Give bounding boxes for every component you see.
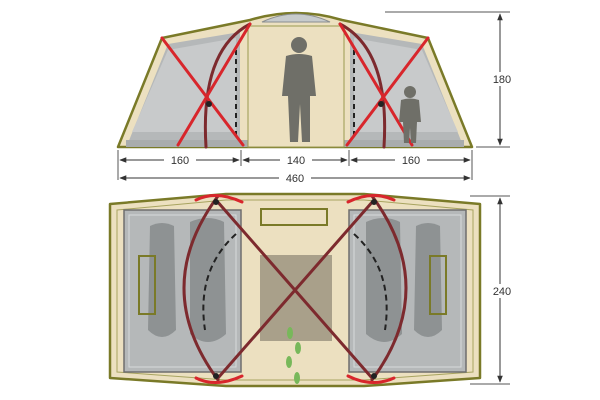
dimension-height: 180 (493, 74, 511, 86)
pole-clip (378, 101, 384, 107)
pole-clip (213, 373, 219, 379)
plan-poles (182, 194, 408, 384)
front-poles (160, 22, 430, 149)
pole-clip (206, 101, 212, 107)
storage-pocket (429, 255, 447, 315)
person-silhouette-child (399, 86, 421, 143)
roof-vent-plan (260, 208, 328, 226)
dimension-depth: 240 (493, 286, 511, 298)
footprint (286, 327, 301, 384)
storage-pocket (138, 255, 156, 315)
center-living-area (260, 255, 332, 341)
roof-vent (261, 13, 331, 23)
depth-dimension: 240 (470, 195, 515, 385)
dimension-right-width: 160 (402, 155, 420, 167)
pole-clip (371, 199, 377, 205)
height-dimension: 180 (385, 11, 516, 148)
dimension-center-width: 140 (287, 155, 305, 167)
person-silhouette-adult (282, 37, 316, 142)
width-dimensions: 160 140 160 460 (117, 150, 473, 185)
pole-clip (213, 199, 219, 205)
front-elevation (116, 11, 474, 149)
sleeping-bag (366, 218, 442, 342)
dimension-left-width: 160 (171, 155, 189, 167)
floor-plan (108, 192, 482, 388)
pole-clip (371, 373, 377, 379)
dimension-total-width: 460 (286, 173, 304, 185)
